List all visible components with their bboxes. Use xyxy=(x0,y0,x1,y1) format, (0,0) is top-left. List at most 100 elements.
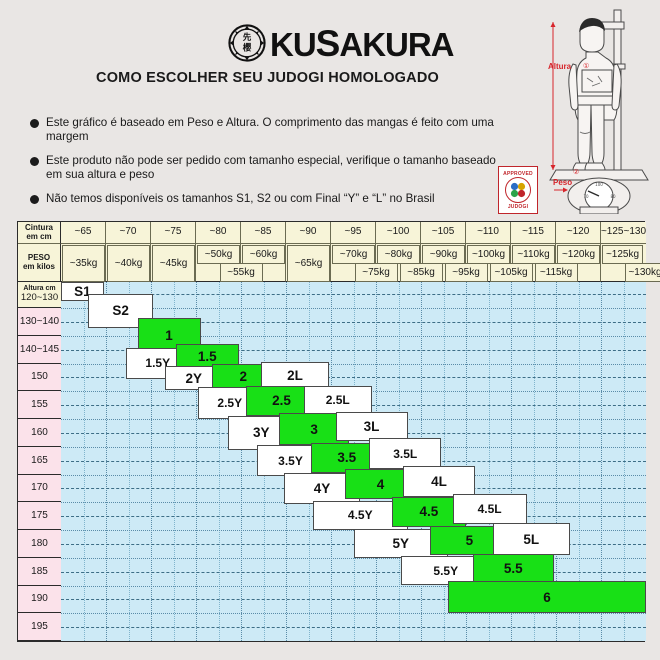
weight-cell: ~70kg xyxy=(332,245,375,264)
height-row-header: 185 xyxy=(18,557,61,586)
weight-cell: ~45kg xyxy=(152,245,195,282)
japanese-seal-icon: 先 櫻 xyxy=(228,24,266,62)
height-row-header: 130~140 xyxy=(18,308,61,336)
badge-bottom-text: JUDOGI xyxy=(507,204,529,210)
list-item: Este produto não pode ser pedido com tam… xyxy=(30,154,500,183)
altura-cm-label: Altura cm xyxy=(23,285,56,293)
bullet-text: Este gráfico é baseado em Peso e Altura.… xyxy=(46,116,494,144)
size-box-4-5l[interactable]: 4.5L xyxy=(452,493,527,525)
weight-cell: ~40kg xyxy=(107,245,150,282)
size-box-2-5l[interactable]: 2.5L xyxy=(304,385,372,415)
weight-cell: ~60kg xyxy=(242,245,285,264)
height-row-header: 170 xyxy=(18,474,61,503)
size-box-5-5[interactable]: 5.5 xyxy=(472,553,554,585)
bullet-text: Este produto não pode ser pedido com tam… xyxy=(46,153,496,182)
height-row-header: 140~145 xyxy=(18,335,61,364)
bullet-text: Não temos disponíveis os tamanhos S1, S2… xyxy=(46,191,435,205)
weight-cell: ~120kg xyxy=(557,245,600,264)
weight-cell: ~65kg xyxy=(287,245,330,282)
grid-hline-dash xyxy=(61,599,646,601)
weight-cell: ~115kg xyxy=(534,263,578,282)
ijf-approved-badge-icon: APPROVED JUDOGI xyxy=(498,166,538,214)
height-row-header: 165 xyxy=(18,446,61,475)
grid-hline xyxy=(61,613,646,615)
size-chart-table: Cintura em cm PESO em kilos ~65 ~70 ~75 ~80… xyxy=(17,221,660,642)
grid-hline-dash xyxy=(61,627,646,629)
brand-logo: 先 櫻 KUSAKURA xyxy=(228,22,455,64)
size-box-5l[interactable]: 5L xyxy=(493,523,570,555)
size-box-3l[interactable]: 3L xyxy=(335,412,408,442)
waist-header-cell: ~90 xyxy=(286,222,331,244)
height-row-header: 190 xyxy=(18,585,61,614)
bullet-dot-icon xyxy=(30,119,39,128)
height-row-header: 195 xyxy=(18,613,61,641)
waist-header-cell: ~105 xyxy=(421,222,466,244)
altura-range-label: 120~130 xyxy=(20,292,59,304)
brand-name-s: S xyxy=(315,22,341,64)
weight-cell: ~100kg xyxy=(467,245,510,264)
weight-cell: ~125kg xyxy=(602,245,643,264)
size-box-2l[interactable]: 2L xyxy=(261,362,329,389)
weight-cell: ~50kg xyxy=(197,245,240,264)
height-row-header: 180 xyxy=(18,530,61,558)
weight-corner-line1: PESO xyxy=(27,253,51,263)
person-on-scale-illustration: 100 70 80 90 xyxy=(549,9,649,214)
waist-header-cell: ~70 xyxy=(106,222,151,244)
waist-header-cell: ~75 xyxy=(151,222,196,244)
waist-header-cell: ~80 xyxy=(196,222,241,244)
bullet-list: Este gráfico é baseado em Peso e Altura.… xyxy=(30,116,500,215)
altura-marker: ① xyxy=(583,63,590,70)
weight-cell: ~85kg xyxy=(399,263,443,282)
altura-label: Altura xyxy=(548,62,572,71)
list-item: Não temos disponíveis os tamanhos S1, S2… xyxy=(30,192,500,206)
svg-text:櫻: 櫻 xyxy=(242,42,252,54)
peso-label: Peso xyxy=(553,178,573,187)
grid-hline xyxy=(61,308,646,309)
chart-grid: S1 S2 1 1.5Y 1.5 2Y 2 2L 2.5Y 2.5 2.5L 3Y 3 3L 3.5Y 3.5… xyxy=(61,282,646,641)
weight-cell: ~90kg xyxy=(422,245,465,264)
page-title: COMO ESCOLHER SEU JUDOGI HOMOLOGADO xyxy=(96,70,439,86)
height-row-header: 160 xyxy=(18,419,61,447)
waist-corner-label: Cintura em cm xyxy=(18,222,61,244)
grid-hline-dash xyxy=(61,294,646,296)
waist-header-cell: ~125~130 xyxy=(601,222,646,244)
grid-hline xyxy=(61,363,646,365)
svg-text:70: 70 xyxy=(583,194,589,199)
waist-header-cell: ~115 xyxy=(511,222,556,244)
waist-header-cell: ~100 xyxy=(376,222,421,244)
height-row-header: 150 xyxy=(18,363,61,392)
svg-text:80: 80 xyxy=(610,194,616,199)
bullet-dot-icon xyxy=(30,156,39,166)
size-box-3-5l[interactable]: 3.5L xyxy=(369,438,442,469)
weight-cell: ~95kg xyxy=(444,263,488,282)
grid-hline xyxy=(61,585,646,587)
waist-header-cell: ~110 xyxy=(466,222,511,244)
grid-hline-dash xyxy=(61,321,646,323)
brand-name-part2: AKURA xyxy=(339,25,454,63)
svg-text:100: 100 xyxy=(595,182,603,187)
waist-corner-line2: em cm xyxy=(26,231,52,241)
badge-rings-icon xyxy=(510,182,526,198)
brand-name: KUSAKURA xyxy=(270,22,455,64)
weight-cell: ~80kg xyxy=(377,245,420,264)
height-row-header: 155 xyxy=(18,391,61,419)
grid-hline-dash xyxy=(61,571,646,573)
peso-marker: ② xyxy=(573,169,580,176)
height-row-header-first: Altura cm 120~130 xyxy=(18,282,61,308)
grid-hline xyxy=(61,557,646,559)
size-box-6[interactable]: 6 xyxy=(448,581,646,614)
size-box-4l[interactable]: 4L xyxy=(403,466,475,497)
brand-name-part1: KU xyxy=(270,25,317,63)
weight-cell: ~75kg xyxy=(354,263,398,282)
waist-header-cell: ~95 xyxy=(331,222,376,244)
weight-cell: ~105kg xyxy=(489,263,533,282)
header: 先 櫻 KUSAKURA COMO ESCOLHER SEU JUDOGI HO… xyxy=(0,0,660,214)
waist-header-cell: ~85 xyxy=(241,222,286,244)
weight-cell: ~35kg xyxy=(62,245,105,282)
waist-corner-line1: Cintura xyxy=(25,223,53,233)
weight-cell: ~55kg xyxy=(219,263,263,282)
grid-hline-dash xyxy=(61,377,646,379)
grid-hline-dash xyxy=(61,349,646,351)
weight-corner-label: PESO em kilos xyxy=(18,244,61,282)
weight-corner-line2: em kilos xyxy=(22,261,55,271)
